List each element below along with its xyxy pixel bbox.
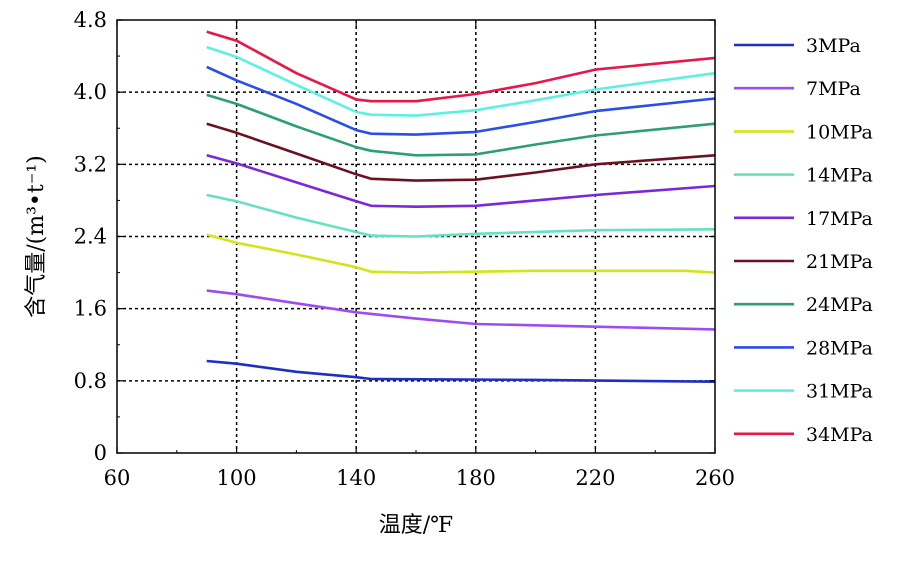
x-tick-label: 260 [695,466,735,490]
y-tick-label: 4.0 [74,80,107,104]
y-tick-label: 3.2 [74,152,107,176]
x-tick-label: 140 [336,466,376,490]
legend: 3MPa 7MPa 10MPa 14MPa 17MPa 21MPa 24MPa 28MPa 31… [734,35,873,446]
series-line-3MPa [206,359,715,383]
axis-ticks: 60 100 140 180 220 260 0 0.8 1.6 2.4 3.2 4.0 4.8 [74,8,735,490]
y-tick-label: 1.6 [74,297,107,321]
legend-label-14MPa: 14MPa [806,165,873,187]
series-line-14MPa [206,193,715,238]
legend-label-31MPa: 31MPa [806,381,873,403]
legend-label-17MPa: 17MPa [806,208,873,230]
x-axis-title: 温度/℉ [379,513,453,538]
x-tick-label: 180 [456,466,496,490]
y-axis-title: 含气量/(m³•t⁻¹) [24,155,49,318]
legend-label-3MPa: 3MPa [806,35,861,57]
x-tick-label: 60 [104,466,131,490]
y-tick-label: 0.8 [74,369,107,393]
series-line-10MPa [206,233,715,274]
series-line-17MPa [206,154,715,208]
series-line-34MPa [206,30,715,103]
series-line-21MPa [206,122,715,182]
legend-label-7MPa: 7MPa [806,78,861,100]
x-tick-label: 100 [217,466,257,490]
series-line-31MPa [206,45,715,117]
y-tick-label: 4.8 [74,8,107,32]
y-tick-label: 0 [94,441,107,465]
series-line-24MPa [206,93,715,157]
x-tick-label: 220 [575,466,615,490]
series-line-28MPa [206,65,715,136]
series-layer [206,30,715,383]
legend-label-21MPa: 21MPa [806,251,873,273]
legend-label-24MPa: 24MPa [806,294,873,316]
legend-label-34MPa: 34MPa [806,424,873,446]
legend-label-28MPa: 28MPa [806,337,873,359]
legend-label-10MPa: 10MPa [806,121,873,143]
series-line-7MPa [206,289,715,331]
y-tick-label: 2.4 [74,225,107,249]
